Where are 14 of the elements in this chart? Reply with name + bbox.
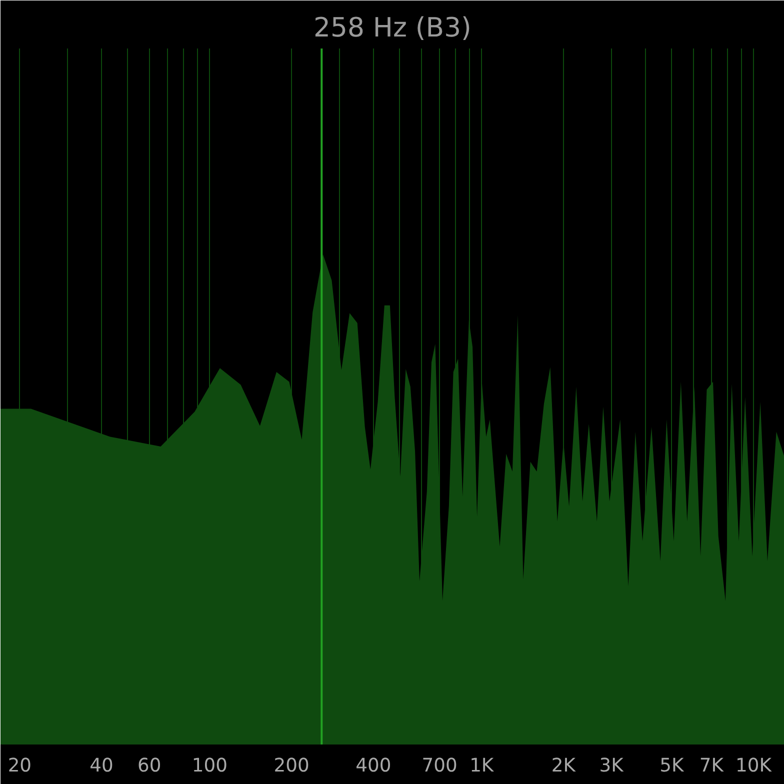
x-tick-label: 7K (699, 756, 724, 776)
chart-title: 258 Hz (B3) (314, 12, 472, 44)
x-tick-label: 2K (551, 756, 576, 776)
x-tick-label: 100 (192, 756, 228, 776)
x-tick-label: 40 (90, 756, 114, 776)
x-tick-label: 400 (356, 756, 392, 776)
x-tick-label: 60 (138, 756, 162, 776)
x-tick-label: 1K (470, 756, 494, 776)
x-tick-label: 10K (736, 756, 772, 776)
x-tick-label: 5K (660, 756, 684, 776)
x-tick-label: 3K (599, 756, 624, 776)
x-tick-label: 700 (422, 756, 458, 776)
x-tick-label: 20 (8, 756, 32, 776)
x-tick-label: 200 (274, 756, 310, 776)
